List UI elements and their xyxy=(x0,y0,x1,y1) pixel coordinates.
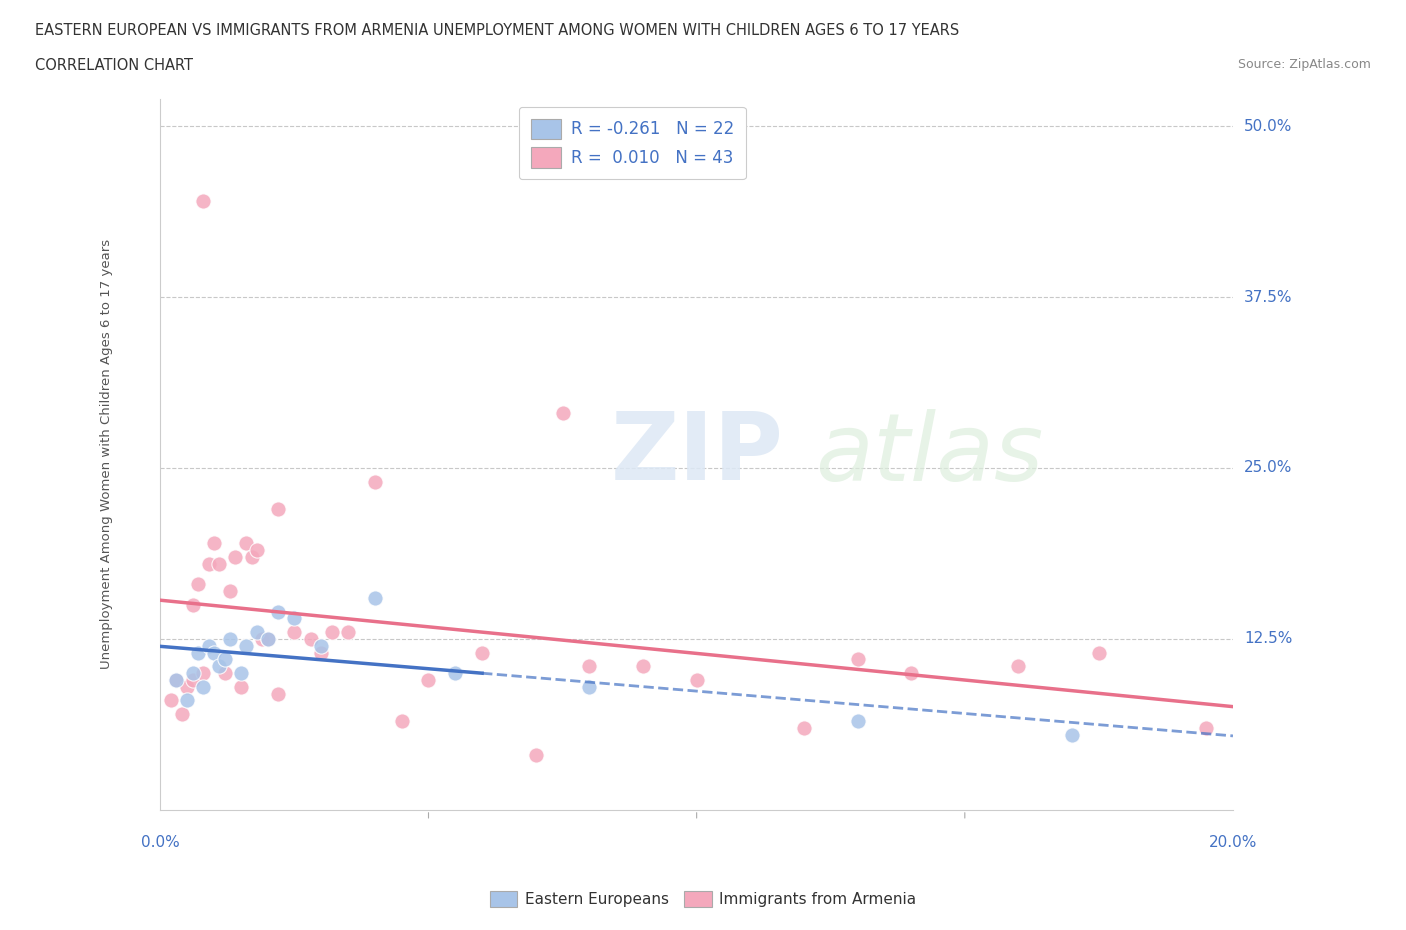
Text: 20.0%: 20.0% xyxy=(1209,835,1257,850)
Point xyxy=(193,666,215,681)
Text: 0.0%: 0.0% xyxy=(141,835,180,850)
Point xyxy=(846,652,869,667)
Point xyxy=(267,686,290,701)
Point xyxy=(214,666,236,681)
Point xyxy=(418,672,440,687)
Point xyxy=(229,666,252,681)
Point xyxy=(444,666,467,681)
Point xyxy=(202,645,225,660)
Point xyxy=(337,625,360,640)
Point xyxy=(193,680,215,695)
Point xyxy=(283,611,305,626)
Point xyxy=(202,536,225,551)
Text: 37.5%: 37.5% xyxy=(1244,289,1292,304)
Point xyxy=(246,625,269,640)
Point xyxy=(219,631,242,646)
Text: atlas: atlas xyxy=(814,409,1043,499)
Point xyxy=(364,474,387,489)
Point xyxy=(267,501,290,516)
Point xyxy=(181,672,204,687)
Point xyxy=(193,193,215,208)
Legend: R = -0.261   N = 22, R =  0.010   N = 43: R = -0.261 N = 22, R = 0.010 N = 43 xyxy=(519,107,745,179)
Point xyxy=(793,721,815,736)
Point xyxy=(240,550,263,565)
Point xyxy=(219,584,242,599)
Text: Unemployment Among Women with Children Ages 6 to 17 years: Unemployment Among Women with Children A… xyxy=(100,239,114,670)
Point xyxy=(685,672,707,687)
Point xyxy=(524,748,547,763)
Point xyxy=(364,591,387,605)
Point xyxy=(252,631,274,646)
Point xyxy=(391,713,413,728)
Point xyxy=(235,638,257,653)
Legend: Eastern Europeans, Immigrants from Armenia: Eastern Europeans, Immigrants from Armen… xyxy=(484,884,922,913)
Point xyxy=(283,625,305,640)
Point xyxy=(208,658,231,673)
Point xyxy=(1007,658,1029,673)
Point xyxy=(208,556,231,571)
Point xyxy=(1088,645,1111,660)
Point xyxy=(187,577,209,591)
Text: ZIP: ZIP xyxy=(610,408,783,500)
Point xyxy=(235,536,257,551)
Text: 12.5%: 12.5% xyxy=(1244,631,1292,646)
Point xyxy=(309,645,332,660)
Point xyxy=(176,680,198,695)
Point xyxy=(900,666,922,681)
Text: EASTERN EUROPEAN VS IMMIGRANTS FROM ARMENIA UNEMPLOYMENT AMONG WOMEN WITH CHILDR: EASTERN EUROPEAN VS IMMIGRANTS FROM ARME… xyxy=(35,23,959,38)
Point xyxy=(299,631,322,646)
Point xyxy=(181,666,204,681)
Point xyxy=(214,652,236,667)
Point xyxy=(187,645,209,660)
Point xyxy=(267,604,290,619)
Point xyxy=(846,713,869,728)
Point xyxy=(471,645,494,660)
Point xyxy=(224,550,246,565)
Point xyxy=(197,638,219,653)
Text: CORRELATION CHART: CORRELATION CHART xyxy=(35,58,193,73)
Point xyxy=(181,597,204,612)
Point xyxy=(1060,727,1083,742)
Point xyxy=(176,693,198,708)
Text: 50.0%: 50.0% xyxy=(1244,118,1292,134)
Text: 25.0%: 25.0% xyxy=(1244,460,1292,475)
Point xyxy=(197,556,219,571)
Point xyxy=(170,707,193,722)
Point xyxy=(309,638,332,653)
Point xyxy=(321,625,343,640)
Point xyxy=(551,405,574,420)
Point xyxy=(631,658,654,673)
Point xyxy=(165,672,187,687)
Point xyxy=(256,631,278,646)
Point xyxy=(578,680,600,695)
Point xyxy=(256,631,278,646)
Point xyxy=(160,693,183,708)
Point xyxy=(1195,721,1218,736)
Point xyxy=(229,680,252,695)
Point xyxy=(165,672,187,687)
Point xyxy=(578,658,600,673)
Point xyxy=(246,542,269,557)
Text: Source: ZipAtlas.com: Source: ZipAtlas.com xyxy=(1237,58,1371,71)
